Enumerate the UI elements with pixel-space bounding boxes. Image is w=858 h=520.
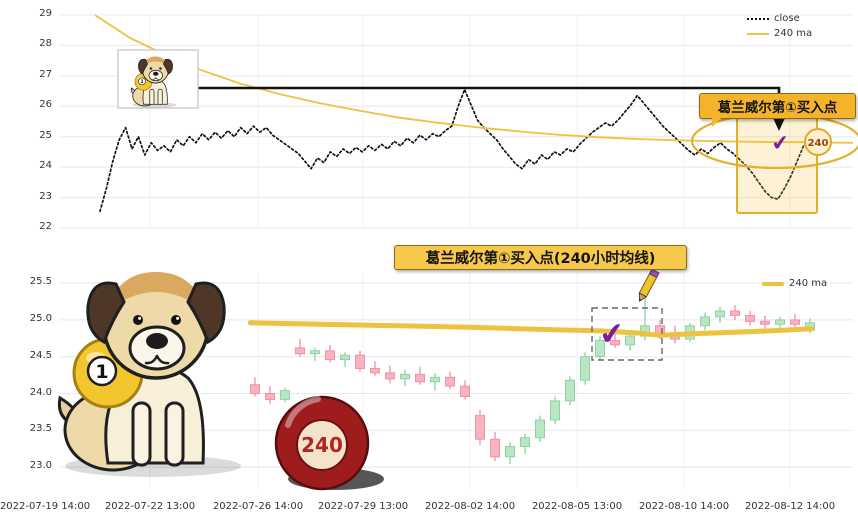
candle-down xyxy=(745,315,755,322)
x-tick-label: 2022-07-29 13:00 xyxy=(317,501,409,512)
candle-down xyxy=(385,372,395,380)
legend-entry-close: close xyxy=(747,13,812,24)
dog-nose xyxy=(153,71,159,76)
dog-head-patch xyxy=(143,56,168,66)
dog-ear xyxy=(138,58,148,75)
x-tick-label: 2022-07-26 14:00 xyxy=(212,501,304,512)
candle-down xyxy=(730,310,740,316)
candle-up xyxy=(310,350,320,355)
dog-head-patch xyxy=(108,272,204,310)
buy-point-callout-text: 葛兰威尔第①买入点 xyxy=(717,100,838,116)
dog-mouth xyxy=(144,354,170,365)
x-tick-label: 2022-08-05 13:00 xyxy=(531,501,623,512)
dog-nose xyxy=(146,333,168,349)
ball-240: 240 xyxy=(274,395,384,491)
dog-eye xyxy=(171,315,181,325)
candle-up xyxy=(775,319,785,325)
candle-up xyxy=(400,373,410,380)
top-legend: close 240 ma xyxy=(747,13,812,43)
buy-point-callout: 葛兰威尔第①买入点 xyxy=(699,93,856,127)
candle-down xyxy=(610,340,620,346)
buy-check-icon: ✔ xyxy=(770,130,790,156)
candle-up xyxy=(550,400,560,421)
dog-eye xyxy=(133,315,143,325)
dog-mouth xyxy=(152,77,159,80)
dog-mascot: 1 xyxy=(130,56,177,108)
candle-down xyxy=(355,354,365,370)
dog-front-leg xyxy=(157,88,163,106)
bottom-legend: 240 ma xyxy=(762,278,827,293)
candle-up xyxy=(700,316,710,327)
dog-ear xyxy=(163,58,173,75)
x-tick-label: 2022-08-02 14:00 xyxy=(424,501,516,512)
candle-up xyxy=(430,376,440,383)
candle-up xyxy=(625,335,635,346)
candle-up xyxy=(715,310,725,318)
dog-eye xyxy=(159,67,162,70)
candle-down xyxy=(325,350,335,361)
dog-ear xyxy=(86,281,126,345)
dog-mascot: 1 xyxy=(57,272,241,477)
candle-down xyxy=(250,384,260,395)
candle-up xyxy=(565,379,575,402)
bottom-chart-title-text: 葛兰威尔第①买入点(240小时均线) xyxy=(425,251,656,267)
pencil-icon xyxy=(638,268,660,302)
x-tick-label: 2022-07-22 13:00 xyxy=(104,501,196,512)
arrowhead-icon xyxy=(773,118,785,131)
dog-front-leg xyxy=(131,401,152,467)
candle-up xyxy=(580,356,590,381)
close-line-key-icon xyxy=(747,17,769,20)
candle-down xyxy=(415,373,425,383)
ma-240-line-thick xyxy=(247,320,815,338)
candle-up xyxy=(535,419,545,439)
candle-up xyxy=(340,354,350,361)
ball-one-label: 1 xyxy=(95,361,108,383)
top-chart: 240 ✔ 1 xyxy=(60,14,858,229)
ball-240-label: 240 xyxy=(301,433,343,457)
ma-legend-label: 240 ma xyxy=(774,28,813,39)
ma-legend-label-bottom: 240 ma xyxy=(789,278,828,289)
ma-badge: 240 xyxy=(804,128,832,156)
dog-front-leg xyxy=(149,88,155,106)
dog-front-leg xyxy=(164,401,185,467)
bottom-chart-title: 葛兰威尔第①买入点(240小时均线) xyxy=(394,245,687,270)
close-price-line xyxy=(99,88,811,213)
ma-line-key-icon xyxy=(747,32,769,35)
candle-down xyxy=(445,376,455,387)
candle-up xyxy=(595,340,605,358)
candle-down xyxy=(460,385,470,398)
ma-badge-text: 240 xyxy=(808,138,829,149)
candle-up xyxy=(505,446,515,458)
buy-check-icon: ✔ xyxy=(598,316,627,353)
candle-down xyxy=(760,320,770,325)
candle-down xyxy=(370,368,380,374)
x-tick-label: 2022-07-19 14:00 xyxy=(0,501,91,512)
candle-up xyxy=(520,437,530,448)
x-axis: 2022-07-19 14:00 2022-07-22 13:00 2022-07-… xyxy=(0,501,858,517)
ma-thick-key-icon xyxy=(762,281,784,286)
candle-down xyxy=(790,319,800,325)
candle-down xyxy=(490,438,500,458)
bottom-chart: ✔ 1 240 xyxy=(57,268,853,491)
ma-240-line xyxy=(94,14,854,144)
candle-up xyxy=(280,390,290,400)
x-tick-label: 2022-08-12 14:00 xyxy=(744,501,836,512)
legend-entry-ma: 240 ma xyxy=(747,28,812,39)
x-tick-label: 2022-08-10 14:00 xyxy=(638,501,730,512)
dog-ear xyxy=(186,281,226,345)
legend-entry-ma-bottom: 240 ma xyxy=(762,278,827,289)
candle-down xyxy=(265,393,275,400)
ball-one-label: 1 xyxy=(140,79,143,85)
dog-eye xyxy=(149,67,153,70)
buy-zone-dashed-box xyxy=(591,307,663,361)
resistance-annotation-arrow xyxy=(198,86,781,119)
candle-down xyxy=(475,415,485,440)
candle-down xyxy=(295,347,305,355)
close-legend-label: close xyxy=(774,13,800,24)
